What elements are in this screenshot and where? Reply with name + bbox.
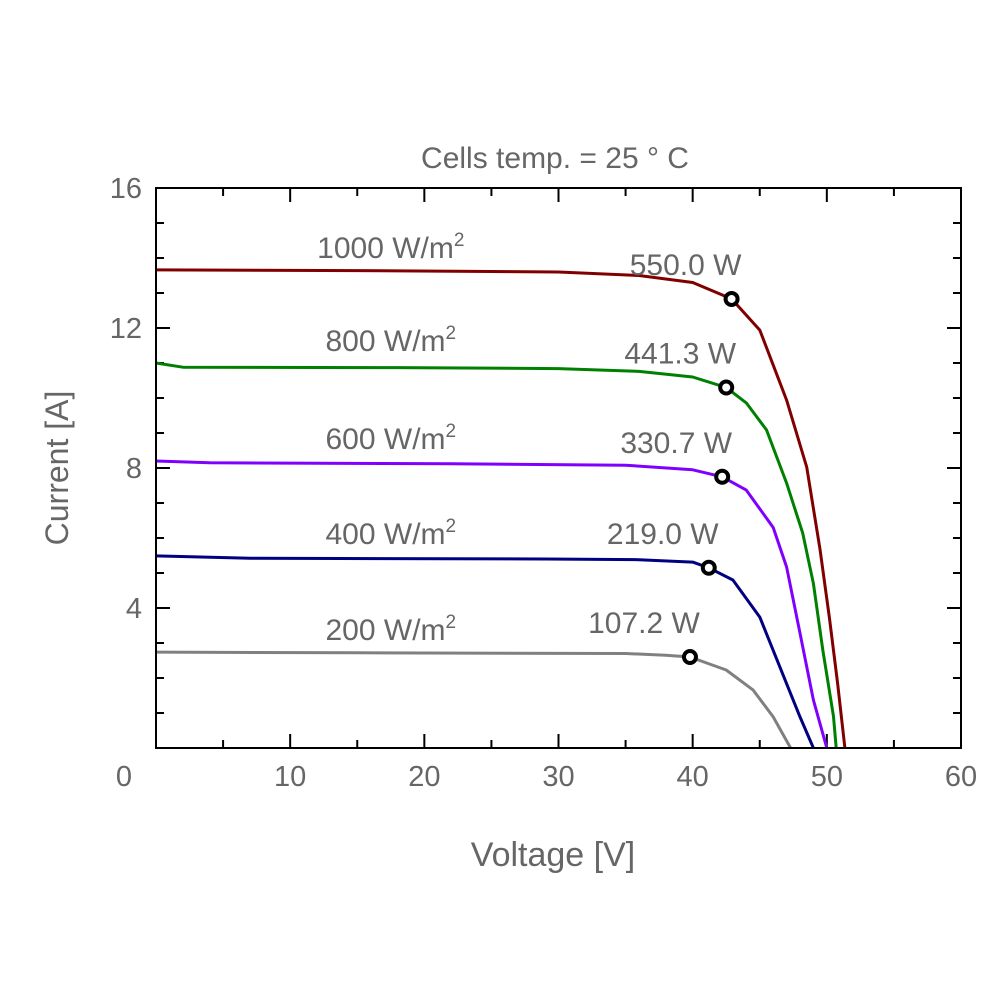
superscript: 2 <box>454 230 465 251</box>
mpp-marker <box>718 379 735 396</box>
irradiance-text: 800 W/m <box>325 325 445 358</box>
x-tick-label: 10 <box>274 761 306 793</box>
x-tick-label: 50 <box>811 761 843 793</box>
irradiance-text: 400 W/m <box>325 518 445 551</box>
series-line-4 <box>155 650 792 749</box>
superscript: 2 <box>446 323 457 344</box>
plot-frame <box>155 187 962 749</box>
y-tick-label: 8 <box>126 453 142 485</box>
irradiance-label: 200 W/m2 <box>325 612 456 647</box>
irradiance-label: 800 W/m2 <box>325 323 456 358</box>
series-line-1 <box>155 361 838 749</box>
mpp-marker <box>681 649 698 665</box>
mpp-marker <box>700 559 717 576</box>
superscript: 2 <box>446 421 457 442</box>
series-line-2 <box>155 459 829 749</box>
irradiance-text: 1000 W/m <box>317 232 454 265</box>
max-power-label: 550.0 W <box>630 249 742 282</box>
y-tick-label: 12 <box>110 313 142 345</box>
series-line-0 <box>155 268 847 749</box>
origin-tick-label: 0 <box>116 761 132 793</box>
mpp-marker <box>723 290 740 307</box>
irradiance-label: 1000 W/m2 <box>317 230 464 265</box>
y-axis-label: Current [A] <box>39 391 75 546</box>
irradiance-label: 400 W/m2 <box>325 516 456 551</box>
mpp-marker <box>714 468 731 485</box>
x-axis-label: Voltage [V] <box>471 836 635 874</box>
max-power-label: 219.0 W <box>607 518 719 551</box>
max-power-label: 330.7 W <box>620 427 732 460</box>
y-tick-label: 4 <box>126 593 142 625</box>
irradiance-text: 200 W/m <box>325 614 445 647</box>
x-tick-label: 30 <box>542 761 574 793</box>
irradiance-text: 600 W/m <box>325 423 445 456</box>
superscript: 2 <box>446 516 457 537</box>
x-tick-label: 40 <box>677 761 709 793</box>
chart-title: Cells temp. = 25 ° C <box>421 142 689 175</box>
x-tick-label: 20 <box>408 761 440 793</box>
irradiance-label: 600 W/m2 <box>325 421 456 456</box>
x-tick-label: 60 <box>945 761 977 793</box>
max-power-label: 107.2 W <box>588 607 700 640</box>
superscript: 2 <box>446 612 457 633</box>
y-tick-label: 16 <box>110 173 142 205</box>
max-power-label: 441.3 W <box>624 338 736 371</box>
